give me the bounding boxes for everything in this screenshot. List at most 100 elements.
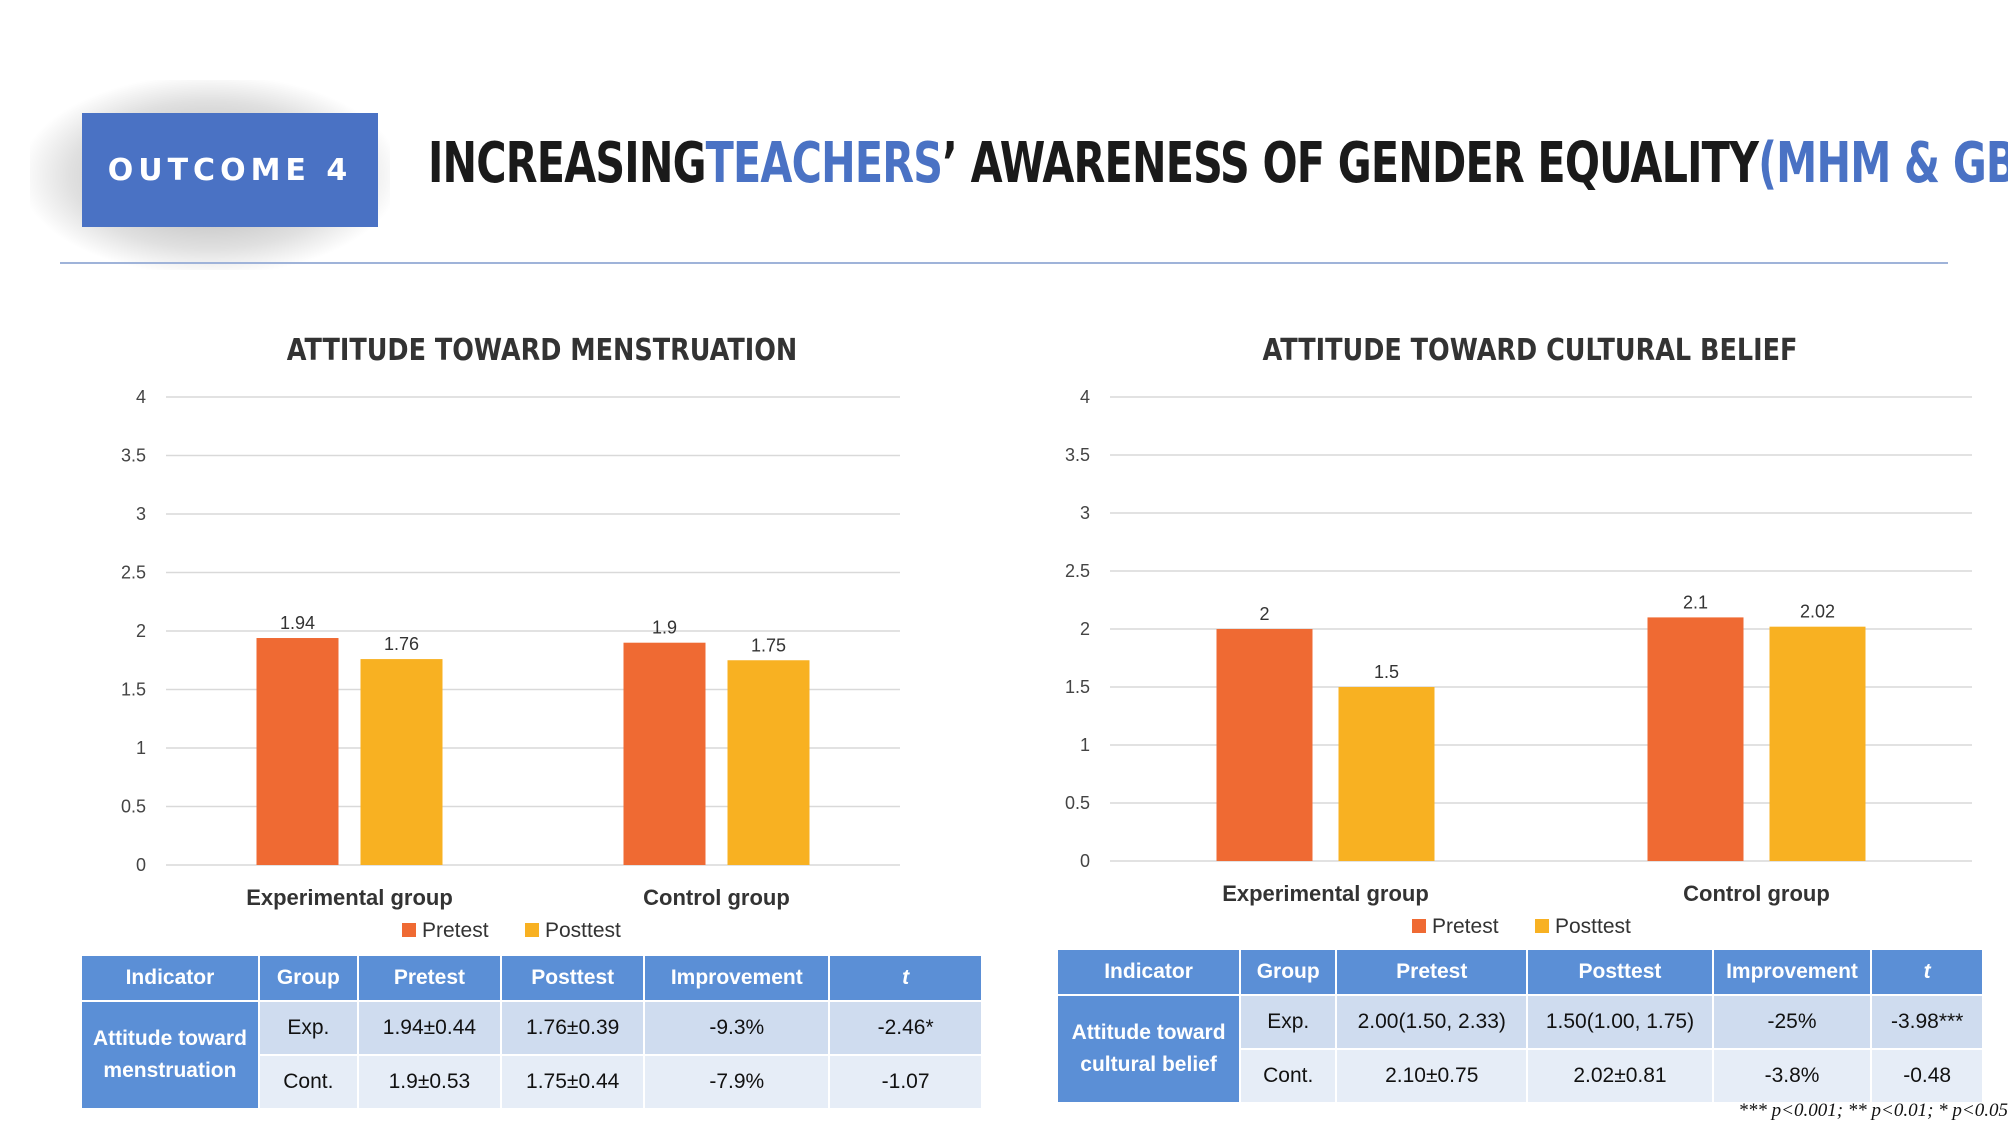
- y-tick-label: 4: [136, 387, 146, 407]
- group-cell: Exp.: [257, 1000, 359, 1056]
- y-tick-label: 0.5: [1065, 793, 1090, 813]
- outcome-badge: OUTCOME 4: [82, 113, 378, 227]
- pretest-cell: 1.94±0.44: [356, 1000, 503, 1056]
- legend-label: Posttest: [1555, 915, 1631, 938]
- x-category-label: Experimental group: [1222, 881, 1429, 906]
- posttest-cell: 1.75±0.44: [500, 1054, 646, 1110]
- title-part-2: TEACHERS: [705, 130, 943, 196]
- y-tick-label: 3.5: [121, 446, 146, 466]
- table-row: Cont. 2.10±0.75 2.02±0.81 -3.8% -0.48: [1057, 1048, 1984, 1104]
- title-part-3: ’ AWARENESS OF GENDER EQUALITY: [942, 130, 1759, 196]
- table-row: Attitude toward menstruation Exp. 1.94±0…: [80, 1000, 983, 1110]
- y-tick-label: 2.5: [121, 563, 146, 583]
- header-improvement: Improvement: [643, 954, 831, 1002]
- chart-cultural-belief: ATTITUDE TOWARD CULTURAL BELIEF 0 0.5 1 1.5 2…: [1065, 332, 1972, 938]
- data-label: 1.5: [1374, 662, 1399, 682]
- header-indicator: Indicator: [80, 954, 260, 1002]
- y-tick-label: 2: [136, 621, 146, 641]
- pretest-cell: 1.9±0.53: [356, 1054, 503, 1110]
- y-tick-label: 2.5: [1065, 561, 1090, 581]
- y-tick-label: 3: [136, 504, 146, 524]
- bar-pretest-1: [623, 642, 706, 865]
- data-label: 1.75: [751, 635, 786, 655]
- table-row: Cont. 1.9±0.53 1.75±0.44 -7.9% -1.07: [81, 1054, 983, 1110]
- data-label: 2.02: [1800, 602, 1835, 622]
- x-category-label: Control group: [643, 885, 790, 910]
- legend-swatch: [525, 923, 539, 937]
- improvement-cell: -9.3%: [643, 1000, 831, 1056]
- header-t: t: [1870, 948, 1984, 996]
- t-cell: -2.46*: [828, 1000, 983, 1056]
- stats-table-menstruation: Indicator Group Pretest Posttest Improve…: [80, 954, 983, 1110]
- header-posttest: Posttest: [500, 954, 646, 1002]
- legend-swatch: [402, 923, 416, 937]
- bar-posttest-0: [1338, 687, 1435, 861]
- legend-label: Posttest: [545, 919, 621, 942]
- y-tick-label: 4: [1080, 387, 1090, 407]
- chart-menstruation: ATTITUDE TOWARD MENSTRUATION 0 0.5 1 1.5 2 2.5…: [121, 332, 900, 942]
- y-tick-label: 3: [1080, 503, 1090, 523]
- table-header-row: Indicator Group Pretest Posttest Improve…: [1055, 948, 1984, 996]
- posttest-cell: 1.76±0.39: [500, 1000, 646, 1056]
- indicator-cell: Attitude toward menstruation: [80, 1000, 260, 1110]
- header-group: Group: [1239, 948, 1338, 996]
- x-category-label: Control group: [1683, 881, 1830, 906]
- data-label: 1.94: [280, 613, 315, 633]
- group-cell: Cont.: [257, 1054, 359, 1110]
- legend-swatch: [1412, 919, 1426, 933]
- t-cell: -3.98***: [1870, 994, 1984, 1050]
- significance-footnote: *** p<0.001; ** p<0.01; * p<0.05: [1738, 1100, 2008, 1121]
- legend-swatch: [1535, 919, 1549, 933]
- posttest-cell: 1.50(1.00, 1.75): [1526, 994, 1714, 1050]
- pretest-cell: 2.00(1.50, 2.33): [1335, 994, 1529, 1050]
- posttest-cell: 2.02±0.81: [1526, 1048, 1714, 1104]
- title-part-4: (MHM & GBV): [1758, 130, 2008, 196]
- bar-posttest-0: [360, 659, 443, 865]
- chart-title: ATTITUDE TOWARD CULTURAL BELIEF: [1263, 332, 1798, 368]
- header-pretest: Pretest: [356, 954, 503, 1002]
- t-cell: -1.07: [828, 1054, 983, 1110]
- table-header-row: Indicator Group Pretest Posttest Improve…: [80, 954, 983, 1002]
- legend-label: Pretest: [422, 919, 489, 942]
- indicator-cell: Attitude toward cultural belief: [1055, 994, 1242, 1104]
- pretest-cell: 2.10±0.75: [1335, 1048, 1529, 1104]
- bar-pretest-0: [1216, 629, 1313, 861]
- y-tick-label: 2: [1080, 619, 1090, 639]
- header-t: t: [828, 954, 983, 1002]
- chart-title: ATTITUDE TOWARD MENSTRUATION: [287, 332, 798, 368]
- bar-pretest-0: [256, 638, 339, 865]
- y-tick-label: 0: [1080, 851, 1090, 871]
- legend-label: Pretest: [1432, 915, 1499, 938]
- y-tick-label: 0.5: [121, 797, 146, 817]
- header-indicator: Indicator: [1055, 948, 1242, 996]
- y-tick-label: 1.5: [1065, 677, 1090, 697]
- x-category-label: Experimental group: [246, 885, 453, 910]
- stats-table-cultural-belief: Indicator Group Pretest Posttest Improve…: [1055, 948, 1984, 1104]
- t-cell: -0.48: [1870, 1048, 1984, 1104]
- table-row: Attitude toward cultural belief Exp. 2.0…: [1055, 994, 1984, 1104]
- improvement-cell: -25%: [1711, 994, 1873, 1050]
- bar-pretest-1: [1647, 617, 1744, 861]
- y-tick-label: 0: [136, 855, 146, 875]
- bar-posttest-1: [1769, 626, 1866, 861]
- y-tick-label: 1.5: [121, 680, 146, 700]
- data-label: 1.76: [384, 634, 419, 654]
- header-improvement: Improvement: [1711, 948, 1873, 996]
- header-posttest: Posttest: [1526, 948, 1714, 996]
- improvement-cell: -3.8%: [1711, 1048, 1873, 1104]
- title-divider: [60, 262, 1948, 264]
- data-label: 2: [1259, 604, 1269, 624]
- title-part-1: INCREASING: [428, 130, 706, 196]
- improvement-cell: -7.9%: [643, 1054, 831, 1110]
- data-label: 1.9: [652, 618, 677, 638]
- header-group: Group: [257, 954, 359, 1002]
- group-cell: Exp.: [1239, 994, 1338, 1050]
- page-title: INCREASING TEACHERS’ AWARENESS OF GENDER…: [428, 118, 2008, 208]
- data-label: 2.1: [1683, 592, 1708, 612]
- bar-posttest-1: [727, 660, 810, 865]
- y-tick-label: 3.5: [1065, 445, 1090, 465]
- group-cell: Cont.: [1239, 1048, 1338, 1104]
- y-tick-label: 1: [1080, 735, 1090, 755]
- y-tick-label: 1: [136, 738, 146, 758]
- header-pretest: Pretest: [1335, 948, 1529, 996]
